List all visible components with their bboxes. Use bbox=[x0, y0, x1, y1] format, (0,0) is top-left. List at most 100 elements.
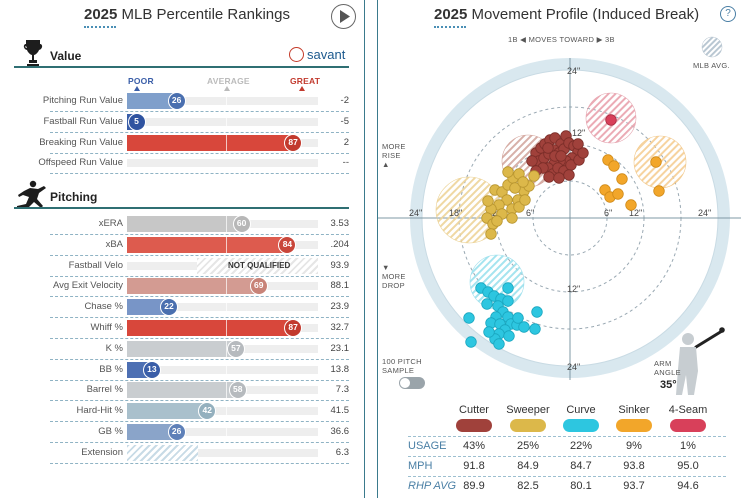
mlb-avg-legend-icon bbox=[701, 36, 723, 58]
pitch-dot bbox=[543, 171, 555, 183]
metric-row[interactable]: Offspeed Run Value -- bbox=[0, 154, 364, 175]
metric-value: 23.9 bbox=[330, 301, 350, 313]
metric-row[interactable]: Whiff % 87 32.7 bbox=[0, 319, 364, 340]
row-divider bbox=[50, 338, 349, 339]
metric-row[interactable]: Pitching Run Value 26 -2 bbox=[0, 92, 364, 113]
sample-toggle[interactable] bbox=[399, 377, 425, 389]
pitch-mph: 95.0 bbox=[677, 460, 699, 472]
metric-row[interactable]: xERA 60 3.53 bbox=[0, 215, 364, 236]
pitcher-arm-figure bbox=[676, 327, 725, 395]
mph-row-label: MPH bbox=[408, 460, 433, 472]
metric-row[interactable]: Avg Exit Velocity 69 88.1 bbox=[0, 277, 364, 298]
metric-row[interactable]: K % 57 23.1 bbox=[0, 339, 364, 361]
not-qualified-label: NOT QUALIFIED bbox=[228, 260, 291, 270]
row-divider bbox=[50, 234, 349, 235]
pitch-rhp-avg: 93.7 bbox=[623, 480, 645, 492]
metric-name: Fastball Run Value bbox=[43, 115, 123, 127]
pitch-dot bbox=[526, 155, 538, 167]
percentile-bubble[interactable]: 69 bbox=[249, 277, 268, 296]
percentile-bubble[interactable]: 22 bbox=[160, 298, 179, 317]
ring-label: 24" bbox=[567, 66, 580, 76]
pitch-name: Sinker bbox=[618, 404, 650, 416]
movement-title-underline bbox=[434, 26, 466, 28]
metric-row[interactable]: Breaking Run Value 87 2 bbox=[0, 133, 364, 155]
pitch-dot bbox=[463, 312, 475, 324]
percentile-bubble[interactable]: 87 bbox=[284, 133, 303, 152]
percentile-bubble[interactable]: 26 bbox=[167, 92, 186, 110]
row-divider bbox=[50, 442, 349, 443]
help-icon[interactable]: ? bbox=[720, 6, 736, 22]
percentile-bubble[interactable]: 5 bbox=[127, 112, 146, 131]
percentile-bubble[interactable]: 87 bbox=[284, 319, 303, 337]
pitch-dot bbox=[553, 172, 565, 184]
pitch-dot bbox=[653, 185, 665, 197]
metric-row[interactable]: Fastball Run Value 5 -5 bbox=[0, 112, 364, 134]
pitch-type-1[interactable]: Sweeper bbox=[500, 404, 556, 432]
pitch-type-3[interactable]: Sinker bbox=[606, 404, 662, 432]
arm-angle-value: 35° bbox=[660, 379, 677, 391]
metric-fill-bar bbox=[127, 320, 294, 336]
percentile-bubble[interactable]: 84 bbox=[278, 235, 297, 254]
metric-row[interactable]: Chase % 22 23.9 bbox=[0, 298, 364, 319]
pitch-dot bbox=[612, 188, 624, 200]
pitch-usage: 1% bbox=[680, 440, 696, 452]
pitch-type-0[interactable]: Cutter bbox=[446, 404, 502, 432]
row-divider bbox=[50, 254, 349, 256]
metric-row[interactable]: Barrel % 58 7.3 bbox=[0, 381, 364, 402]
pitch-mph: 91.8 bbox=[463, 460, 485, 472]
row-divider bbox=[50, 111, 349, 112]
pitch-type-2[interactable]: Curve bbox=[553, 404, 609, 432]
metric-track bbox=[127, 97, 318, 105]
metric-row[interactable]: xBA 84 .204 bbox=[0, 235, 364, 257]
metric-row[interactable]: Hard-Hit % 42 41.5 bbox=[0, 402, 364, 423]
savant-logo[interactable]: savant bbox=[289, 47, 345, 62]
scale-great-marker bbox=[299, 86, 305, 91]
metric-row[interactable]: GB % 26 36.6 bbox=[0, 423, 364, 444]
metric-midline bbox=[226, 299, 227, 316]
metric-value: -5 bbox=[340, 115, 349, 127]
metric-value: 88.1 bbox=[330, 280, 350, 292]
percentile-bubble[interactable]: 60 bbox=[232, 215, 251, 233]
metric-row[interactable]: BB % 13 13.8 bbox=[0, 360, 364, 382]
metric-track bbox=[127, 303, 318, 312]
percentile-bubble[interactable]: 57 bbox=[226, 339, 245, 358]
pitch-dot bbox=[502, 282, 514, 294]
metric-name: K % bbox=[105, 342, 123, 354]
metric-track bbox=[127, 407, 318, 416]
direction-3b: 3B bbox=[605, 35, 615, 44]
metric-midline bbox=[226, 134, 227, 151]
metric-name: Hard-Hit % bbox=[76, 405, 123, 417]
pitch-color-pill bbox=[563, 419, 599, 432]
pitch-color-pill bbox=[670, 419, 706, 432]
metric-fill-bar bbox=[127, 340, 236, 357]
metric-name: Whiff % bbox=[90, 322, 123, 333]
metric-fill-bar bbox=[127, 403, 208, 420]
metric-midline bbox=[226, 278, 227, 295]
pitch-mph: 84.7 bbox=[570, 460, 592, 472]
pitch-dot bbox=[485, 228, 497, 240]
pitch-usage: 25% bbox=[516, 440, 540, 452]
metric-name: Breaking Run Value bbox=[39, 136, 123, 148]
metric-value: 41.5 bbox=[330, 405, 350, 417]
pitch-type-4[interactable]: 4-Seam bbox=[660, 404, 716, 432]
metric-value: 2 bbox=[343, 136, 349, 148]
pitch-dot bbox=[519, 194, 531, 206]
metric-midline bbox=[226, 216, 227, 232]
row-divider bbox=[50, 131, 349, 133]
pitch-dot bbox=[529, 323, 541, 335]
metric-row[interactable]: Extension 6.3 bbox=[0, 444, 364, 465]
play-button[interactable] bbox=[331, 4, 356, 29]
percentile-bubble[interactable]: 13 bbox=[142, 360, 161, 379]
percentile-bubble[interactable]: 58 bbox=[228, 381, 247, 400]
percentile-bubble[interactable]: 26 bbox=[167, 423, 186, 441]
metric-name: GB % bbox=[98, 426, 123, 437]
percentile-bubble[interactable]: 42 bbox=[198, 402, 217, 421]
metric-track bbox=[127, 159, 318, 168]
row-divider bbox=[50, 275, 349, 277]
metric-row[interactable]: Fastball Velo NOT QUALIFIED 93.9 bbox=[0, 257, 364, 278]
row-divider bbox=[50, 173, 349, 175]
metric-midline bbox=[226, 340, 227, 357]
metric-value: -- bbox=[342, 157, 349, 169]
metric-name: xBA bbox=[105, 238, 123, 250]
metric-value: 23.1 bbox=[330, 342, 350, 354]
